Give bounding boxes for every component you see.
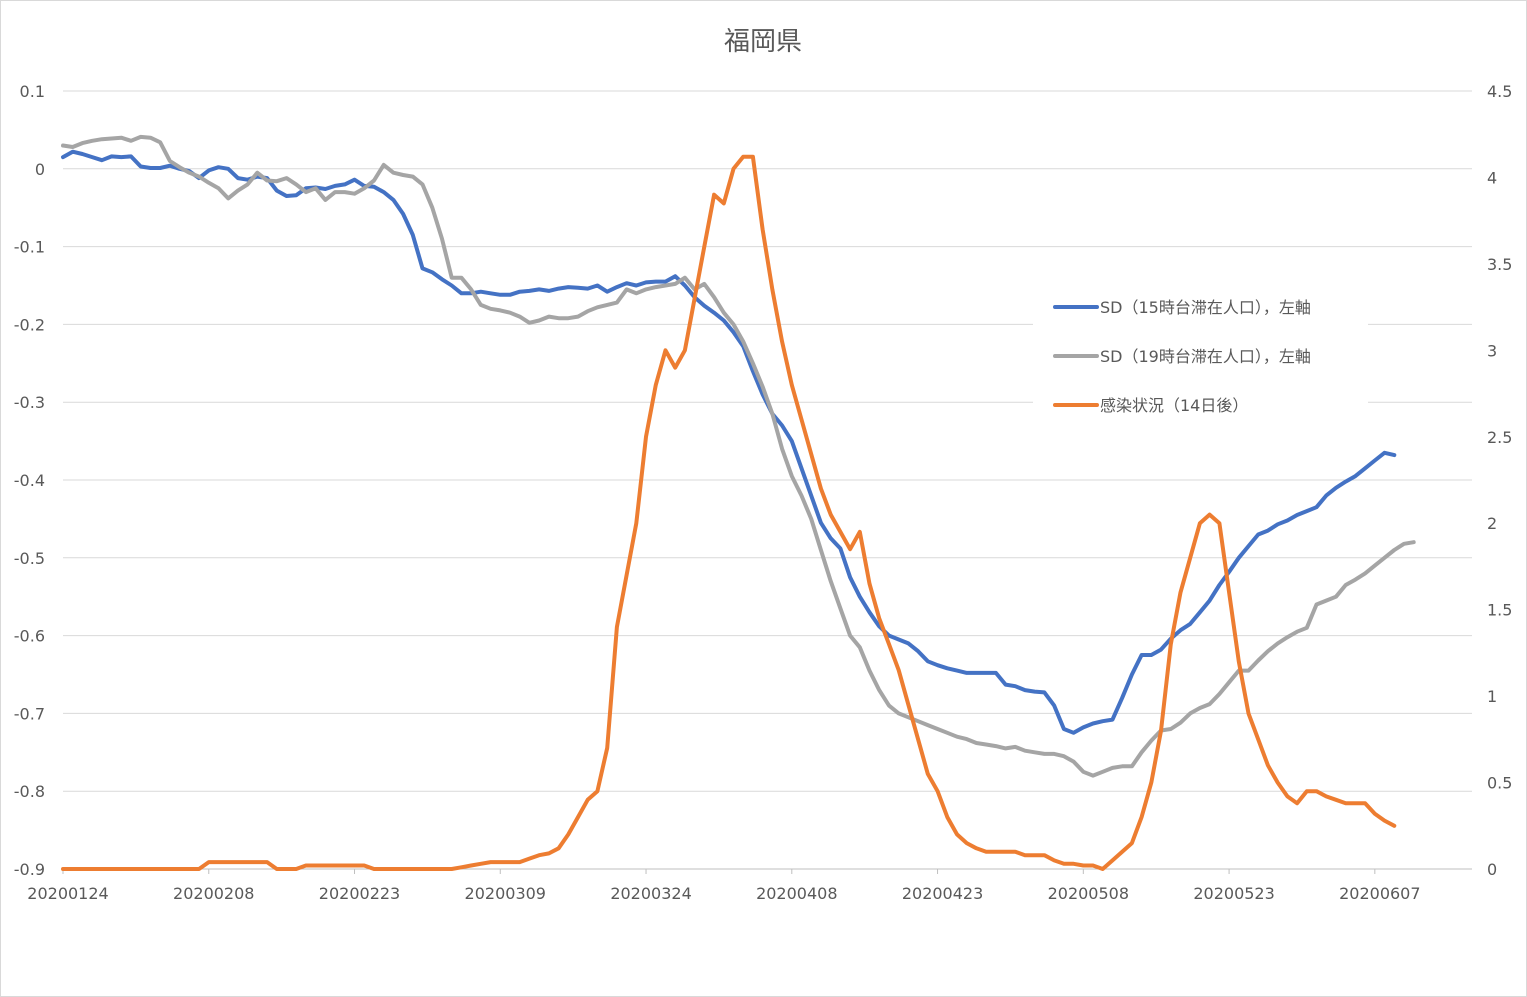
x-tick-label: 20200408 (756, 884, 837, 903)
x-tick-label: 20200223 (319, 884, 400, 903)
y-left-tick-label: -0.7 (14, 704, 45, 723)
x-tick-label: 20200324 (610, 884, 691, 903)
y-left-tick-label: -0.6 (14, 627, 45, 646)
y-right-tick-label: 4.5 (1487, 82, 1512, 101)
y-left-tick-label: -0.9 (14, 860, 45, 879)
x-axis: 20200124 20200208 20200223 20200309 20200324… (27, 869, 1421, 903)
y-left-tick-label: 0.1 (20, 82, 45, 101)
y-left-tick-label: -0.8 (14, 782, 45, 801)
y-right-tick-label: 0 (1487, 860, 1497, 879)
y-right-tick-label: 1.5 (1487, 601, 1512, 620)
y-left-tick-label: -0.5 (14, 549, 45, 568)
x-tick-label: 20200423 (902, 884, 983, 903)
x-tick-label: 20200208 (173, 884, 254, 903)
y-right-tick-label: 1 (1487, 687, 1497, 706)
y-left-tick-label: -0.1 (14, 238, 45, 257)
y-right-tick-label: 3.5 (1487, 255, 1512, 274)
legend-background (1033, 282, 1368, 417)
legend-label: SD（19時台滞在人口），左軸 (1100, 347, 1311, 366)
y-right-tick-label: 3 (1487, 341, 1497, 360)
chart-title: 福岡県 (724, 27, 802, 57)
series-line-3 (61, 154, 1397, 871)
legend-label: 感染状況（14日後） (1100, 396, 1248, 415)
series-lines (61, 134, 1416, 871)
y-right-tick-label: 4 (1487, 168, 1497, 187)
y-left-tick-label: -0.4 (14, 471, 45, 490)
legend-label: SD（15時台滞在人口），左軸 (1100, 298, 1311, 317)
y-left-tick-label: -0.3 (14, 393, 45, 412)
y-left-tick-label: -0.2 (14, 315, 45, 334)
y-right-tick-label: 2 (1487, 514, 1497, 533)
y-right-tick-label: 0.5 (1487, 774, 1512, 793)
x-tick-label: 20200523 (1193, 884, 1274, 903)
x-tick-label: 20200124 (27, 884, 108, 903)
y-axis-right: 4.5 4 3.5 3 2.5 2 1.5 1 0.5 0 (1487, 82, 1512, 879)
y-left-tick-label: 0 (35, 160, 45, 179)
y-axis-left: 0.1 0 -0.1 -0.2 -0.3 -0.4 -0.5 -0.6 -0.7 -0.8 -0.9 (14, 82, 45, 879)
x-tick-label: 20200508 (1048, 884, 1129, 903)
series-line-2 (61, 134, 1416, 778)
x-tick-label: 20200607 (1339, 884, 1420, 903)
x-tick-label: 20200309 (465, 884, 546, 903)
y-right-tick-label: 2.5 (1487, 428, 1512, 447)
